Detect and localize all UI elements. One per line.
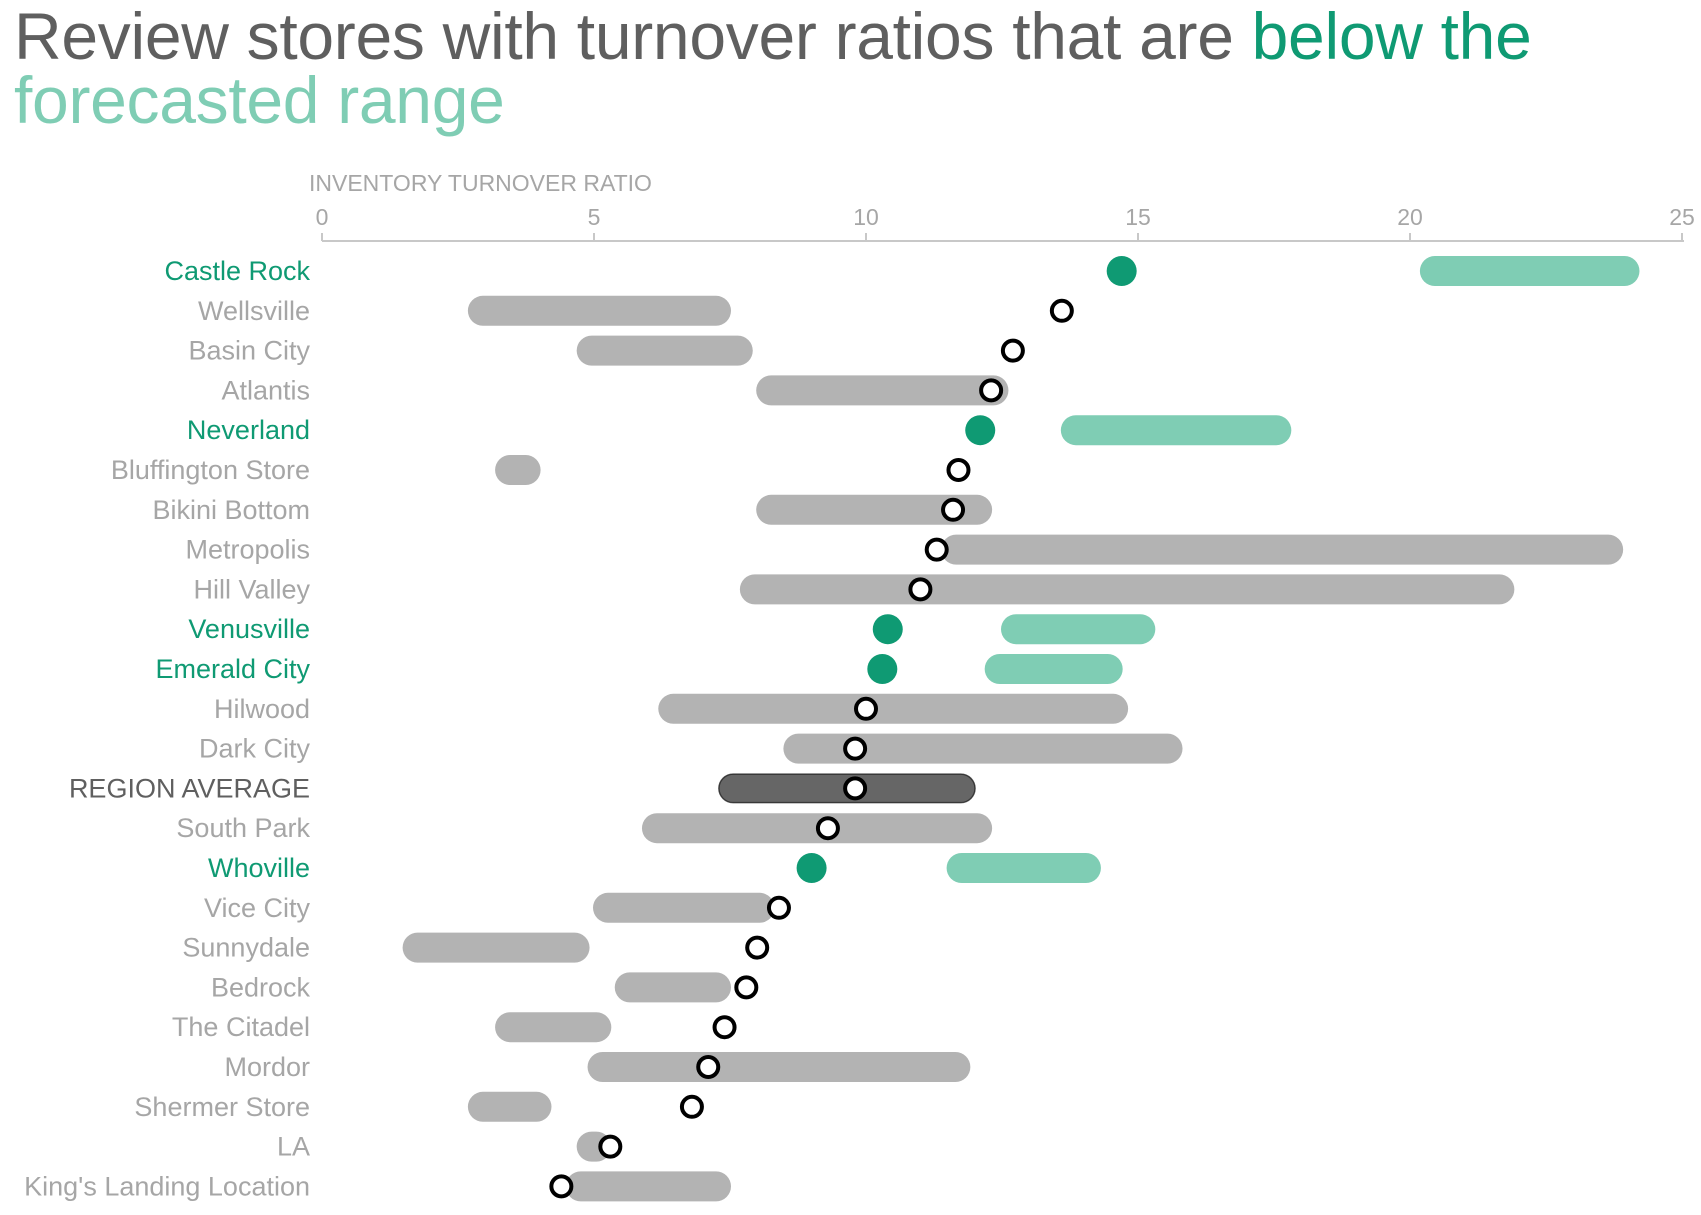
store-label: Sunnydale xyxy=(182,933,310,963)
store-label: South Park xyxy=(176,813,310,843)
store-label: Basin City xyxy=(188,336,310,366)
actual-value-dot xyxy=(745,935,770,960)
title-part1: Review stores with turnover ratios that … xyxy=(14,0,1252,73)
store-label: Dark City xyxy=(199,734,311,764)
region-average-label: REGION AVERAGE xyxy=(69,773,310,803)
store-label: Bikini Bottom xyxy=(152,495,310,525)
store-label: Mordor xyxy=(224,1052,310,1082)
actual-value-dot xyxy=(941,497,966,522)
actual-value-dot xyxy=(696,1055,721,1079)
store-label: Neverland xyxy=(187,415,310,445)
x-tick-label: 25 xyxy=(1669,204,1695,230)
x-tick-label: 15 xyxy=(1125,204,1151,230)
store-label: Bedrock xyxy=(211,972,311,1002)
actual-value-dot xyxy=(1000,338,1025,363)
store-label: Castle Rock xyxy=(164,256,310,286)
store-label: Wellsville xyxy=(198,296,310,326)
actual-value-dot-below xyxy=(867,654,898,684)
actual-value-dot xyxy=(766,895,791,920)
store-label: Vice City xyxy=(204,893,311,923)
actual-value-dot xyxy=(679,1094,704,1119)
x-tick-label: 20 xyxy=(1397,204,1423,230)
store-label: Hilwood xyxy=(214,694,310,724)
chart-title: Review stores with turnover ratios that … xyxy=(14,3,1701,133)
title-line2: forecasted range xyxy=(14,63,505,137)
actual-value-dot xyxy=(843,776,868,801)
store-label: Venusville xyxy=(188,614,310,644)
actual-value-dot xyxy=(924,537,949,562)
actual-value-dot xyxy=(549,1174,574,1199)
store-label: King's Landing Location xyxy=(24,1171,310,1201)
store-label: LA xyxy=(277,1132,310,1162)
x-axis-label: INVENTORY TURNOVER RATIO xyxy=(309,170,652,196)
store-label: Shermer Store xyxy=(134,1092,310,1122)
actual-value-dot xyxy=(843,736,868,761)
store-label: Metropolis xyxy=(185,535,310,565)
actual-value-dot xyxy=(908,577,933,602)
actual-value-dot xyxy=(598,1134,623,1159)
actual-value-dot xyxy=(979,378,1004,403)
actual-value-dot xyxy=(854,696,878,721)
store-label: Hill Valley xyxy=(193,574,310,604)
actual-value-dot xyxy=(815,816,840,841)
region-average-bar-outline xyxy=(718,773,976,803)
actual-value-dot-below xyxy=(1106,256,1137,286)
actual-value-dot xyxy=(712,1015,737,1040)
actual-value-dot-below xyxy=(965,415,996,446)
x-tick-label: 5 xyxy=(588,204,601,230)
actual-value-dot-below xyxy=(872,614,903,645)
actual-value-dot xyxy=(946,458,971,482)
store-label: Whoville xyxy=(208,853,310,883)
store-label: Bluffington Store xyxy=(111,455,310,485)
title-highlight: below the xyxy=(1251,0,1532,73)
store-label: The Citadel xyxy=(172,1012,310,1042)
x-tick-label: 10 xyxy=(853,204,879,230)
store-label: Emerald City xyxy=(155,654,310,684)
store-label: Atlantis xyxy=(221,375,310,405)
actual-value-dot-below xyxy=(796,853,827,883)
x-tick-label: 0 xyxy=(316,204,329,230)
actual-value-dot xyxy=(734,975,759,1000)
actual-value-dot xyxy=(1049,298,1074,323)
